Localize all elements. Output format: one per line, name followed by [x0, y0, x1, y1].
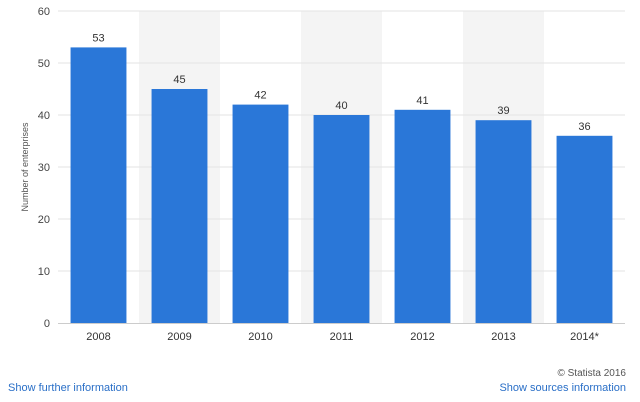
- bar: [556, 135, 613, 323]
- x-tick-label: 2013: [491, 331, 515, 343]
- data-label: 42: [254, 90, 266, 102]
- x-tick-label: 2008: [86, 331, 110, 343]
- data-label: 45: [173, 74, 185, 86]
- data-label: 40: [335, 100, 347, 112]
- bar-chart: 0 10 20 30 40 50 60 Number of enterprises 53 45…: [20, 6, 625, 343]
- bar: [475, 120, 532, 323]
- x-tick-label: 2014*: [570, 331, 599, 343]
- y-tick-label: 10: [38, 266, 50, 278]
- x-tick-label: 2010: [248, 331, 272, 343]
- y-axis-label: Number of enterprises: [20, 122, 30, 212]
- data-label: 36: [578, 121, 590, 133]
- x-axis: 2008 2009 2010 2011 2012 2013 2014*: [86, 331, 599, 343]
- bar: [232, 104, 289, 323]
- y-tick-label: 60: [38, 6, 50, 18]
- y-tick-label: 0: [44, 318, 50, 330]
- bar: [70, 47, 127, 324]
- bar: [313, 115, 370, 323]
- data-label: 41: [416, 95, 428, 107]
- data-label: 39: [497, 105, 509, 117]
- x-tick-label: 2011: [330, 331, 354, 343]
- bar-layer: [70, 47, 613, 324]
- y-tick-label: 40: [38, 110, 50, 122]
- bar: [394, 109, 451, 323]
- y-tick-label: 30: [38, 162, 50, 174]
- y-axis: 0 10 20 30 40 50 60: [38, 6, 50, 330]
- x-tick-label: 2009: [167, 331, 191, 343]
- y-tick-label: 20: [38, 214, 50, 226]
- y-tick-label: 50: [38, 58, 50, 70]
- x-tick-label: 2012: [410, 331, 434, 343]
- show-further-information-link[interactable]: Show further information: [8, 382, 128, 394]
- show-sources-information-link[interactable]: Show sources information: [499, 382, 626, 394]
- copyright-notice: © Statista 2016: [557, 368, 626, 379]
- data-label: 53: [92, 32, 104, 44]
- bar: [151, 89, 208, 323]
- data-label-layer: 53 45 42 40 41 39 36: [92, 32, 590, 132]
